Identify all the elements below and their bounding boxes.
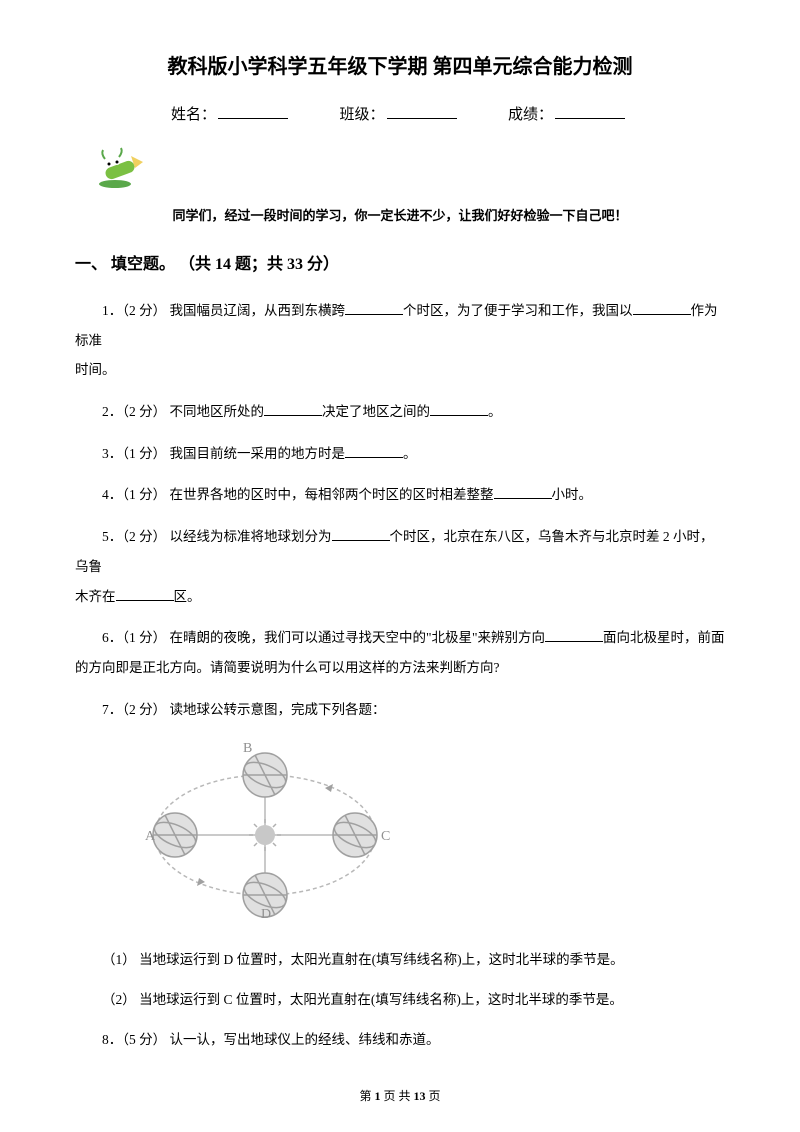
sub-question-1: （1） 当地球运行到 D 位置时，太阳光直射在(填写纬线名称)上，这时北半球的季…: [75, 945, 725, 975]
q6-text-b: 面向北极星时，前面: [603, 630, 725, 645]
sq2-text-c: 。: [609, 992, 623, 1007]
page-footer: 第 1 页 共 13 页: [0, 1087, 800, 1104]
q4-text-a: 4．（1 分） 在世界各地的区时中，每相邻两个时区的区时相差整整: [102, 487, 494, 502]
name-label: 姓名：: [171, 107, 216, 123]
diagram-label-d: D: [261, 907, 271, 920]
sub-question-2: （2） 当地球运行到 C 位置时，太阳光直射在(填写纬线名称)上，这时北半球的季…: [75, 985, 725, 1015]
footer-middle: 页 共: [380, 1089, 413, 1103]
q2-text-a: 2．（2 分） 不同地区所处的: [102, 404, 264, 419]
question-7: 7．（2 分） 读地球公转示意图，完成下列各题：: [75, 695, 725, 725]
q6-blank-1[interactable]: [545, 628, 603, 642]
sq2-text-a: （2） 当地球运行到 C 位置时，太阳光直射在: [102, 992, 371, 1007]
q1-text-b: 个时区，为了便于学习和工作，我国以: [403, 303, 633, 318]
question-8: 8．（5 分） 认一认，写出地球仪上的经线、纬线和赤道。: [75, 1025, 725, 1055]
sq1-text-a: （1） 当地球运行到 D 位置时，太阳光直射在: [102, 952, 372, 967]
q2-text-b: 决定了地区之间的: [322, 404, 430, 419]
q5-blank-1[interactable]: [332, 527, 390, 541]
diagram-label-a: A: [145, 829, 156, 844]
q8-text: 8．（5 分） 认一认，写出地球仪上的经线、纬线和赤道。: [102, 1032, 440, 1047]
q3-blank-1[interactable]: [345, 444, 403, 458]
section-1-header: 一、 填空题。 （共 14 题；共 33 分）: [75, 250, 725, 274]
intro-text: 同学们，经过一段时间的学习，你一定长进不少，让我们好好检验一下自己吧！: [75, 205, 725, 224]
q1-text-a: 1．（2 分） 我国幅员辽阔，从西到东横跨: [102, 303, 345, 318]
question-1: 1．（2 分） 我国幅员辽阔，从西到东横跨个时区，为了便于学习和工作，我国以作为…: [75, 296, 725, 385]
q6-text-a: 6．（1 分） 在晴朗的夜晚，我们可以通过寻找天空中的"北极星"来辨别方向: [102, 630, 545, 645]
footer-prefix: 第: [359, 1089, 374, 1103]
q3-text-a: 3．（1 分） 我国目前统一采用的地方时是: [102, 446, 345, 461]
diagram-label-b: B: [243, 741, 252, 756]
score-label: 成绩：: [508, 107, 553, 123]
q7-text: 7．（2 分） 读地球公转示意图，完成下列各题：: [102, 702, 386, 717]
question-4: 4．（1 分） 在世界各地的区时中，每相邻两个时区的区时相差整整 小时。: [75, 480, 725, 510]
class-label: 班级：: [339, 107, 384, 123]
info-line: 姓名： 班级： 成绩：: [75, 103, 725, 124]
pencil-icon: [95, 144, 725, 197]
q6-text-c: 的方向即是正北方向。请简要说明为什么可以用这样的方法来判断方向?: [75, 653, 500, 683]
diagram-label-c: C: [381, 829, 390, 844]
q5-text-c: 木齐在: [75, 582, 116, 612]
q2-text-c: 。: [488, 404, 502, 419]
q5-text-d: 区。: [174, 589, 201, 604]
sq2-text-b: (填写纬线名称)上，这时北半球的季节是: [371, 992, 610, 1007]
q3-text-b: 。: [403, 446, 417, 461]
q1-blank-1[interactable]: [345, 301, 403, 315]
score-blank[interactable]: [555, 118, 625, 119]
q1-text-d: 时间。: [75, 355, 116, 385]
q5-text-a: 5．（2 分） 以经线为标准将地球划分为: [102, 529, 332, 544]
orbit-diagram: A B C D: [135, 740, 725, 925]
sq1-text-b: (填写纬线名称)上，这时北半球的季节是: [372, 952, 611, 967]
name-blank[interactable]: [218, 118, 288, 119]
question-6: 6．（1 分） 在晴朗的夜晚，我们可以通过寻找天空中的"北极星"来辨别方向 面向北…: [75, 623, 725, 682]
footer-total: 13: [414, 1089, 426, 1103]
question-5: 5．（2 分） 以经线为标准将地球划分为个时区，北京在东八区，乌鲁木齐与北京时差…: [75, 522, 725, 611]
question-3: 3．（1 分） 我国目前统一采用的地方时是 。: [75, 439, 725, 469]
class-blank[interactable]: [387, 118, 457, 119]
q5-blank-2[interactable]: [116, 587, 174, 601]
q2-blank-2[interactable]: [430, 402, 488, 416]
q1-blank-2[interactable]: [633, 301, 691, 315]
page-title: 教科版小学科学五年级下学期 第四单元综合能力检测: [75, 50, 725, 79]
footer-suffix: 页: [426, 1089, 441, 1103]
q2-blank-1[interactable]: [264, 402, 322, 416]
q4-blank-1[interactable]: [494, 485, 552, 499]
sq1-text-c: 。: [610, 952, 624, 967]
question-2: 2．（2 分） 不同地区所处的 决定了地区之间的 。: [75, 397, 725, 427]
q4-text-b: 小时。: [552, 487, 593, 502]
